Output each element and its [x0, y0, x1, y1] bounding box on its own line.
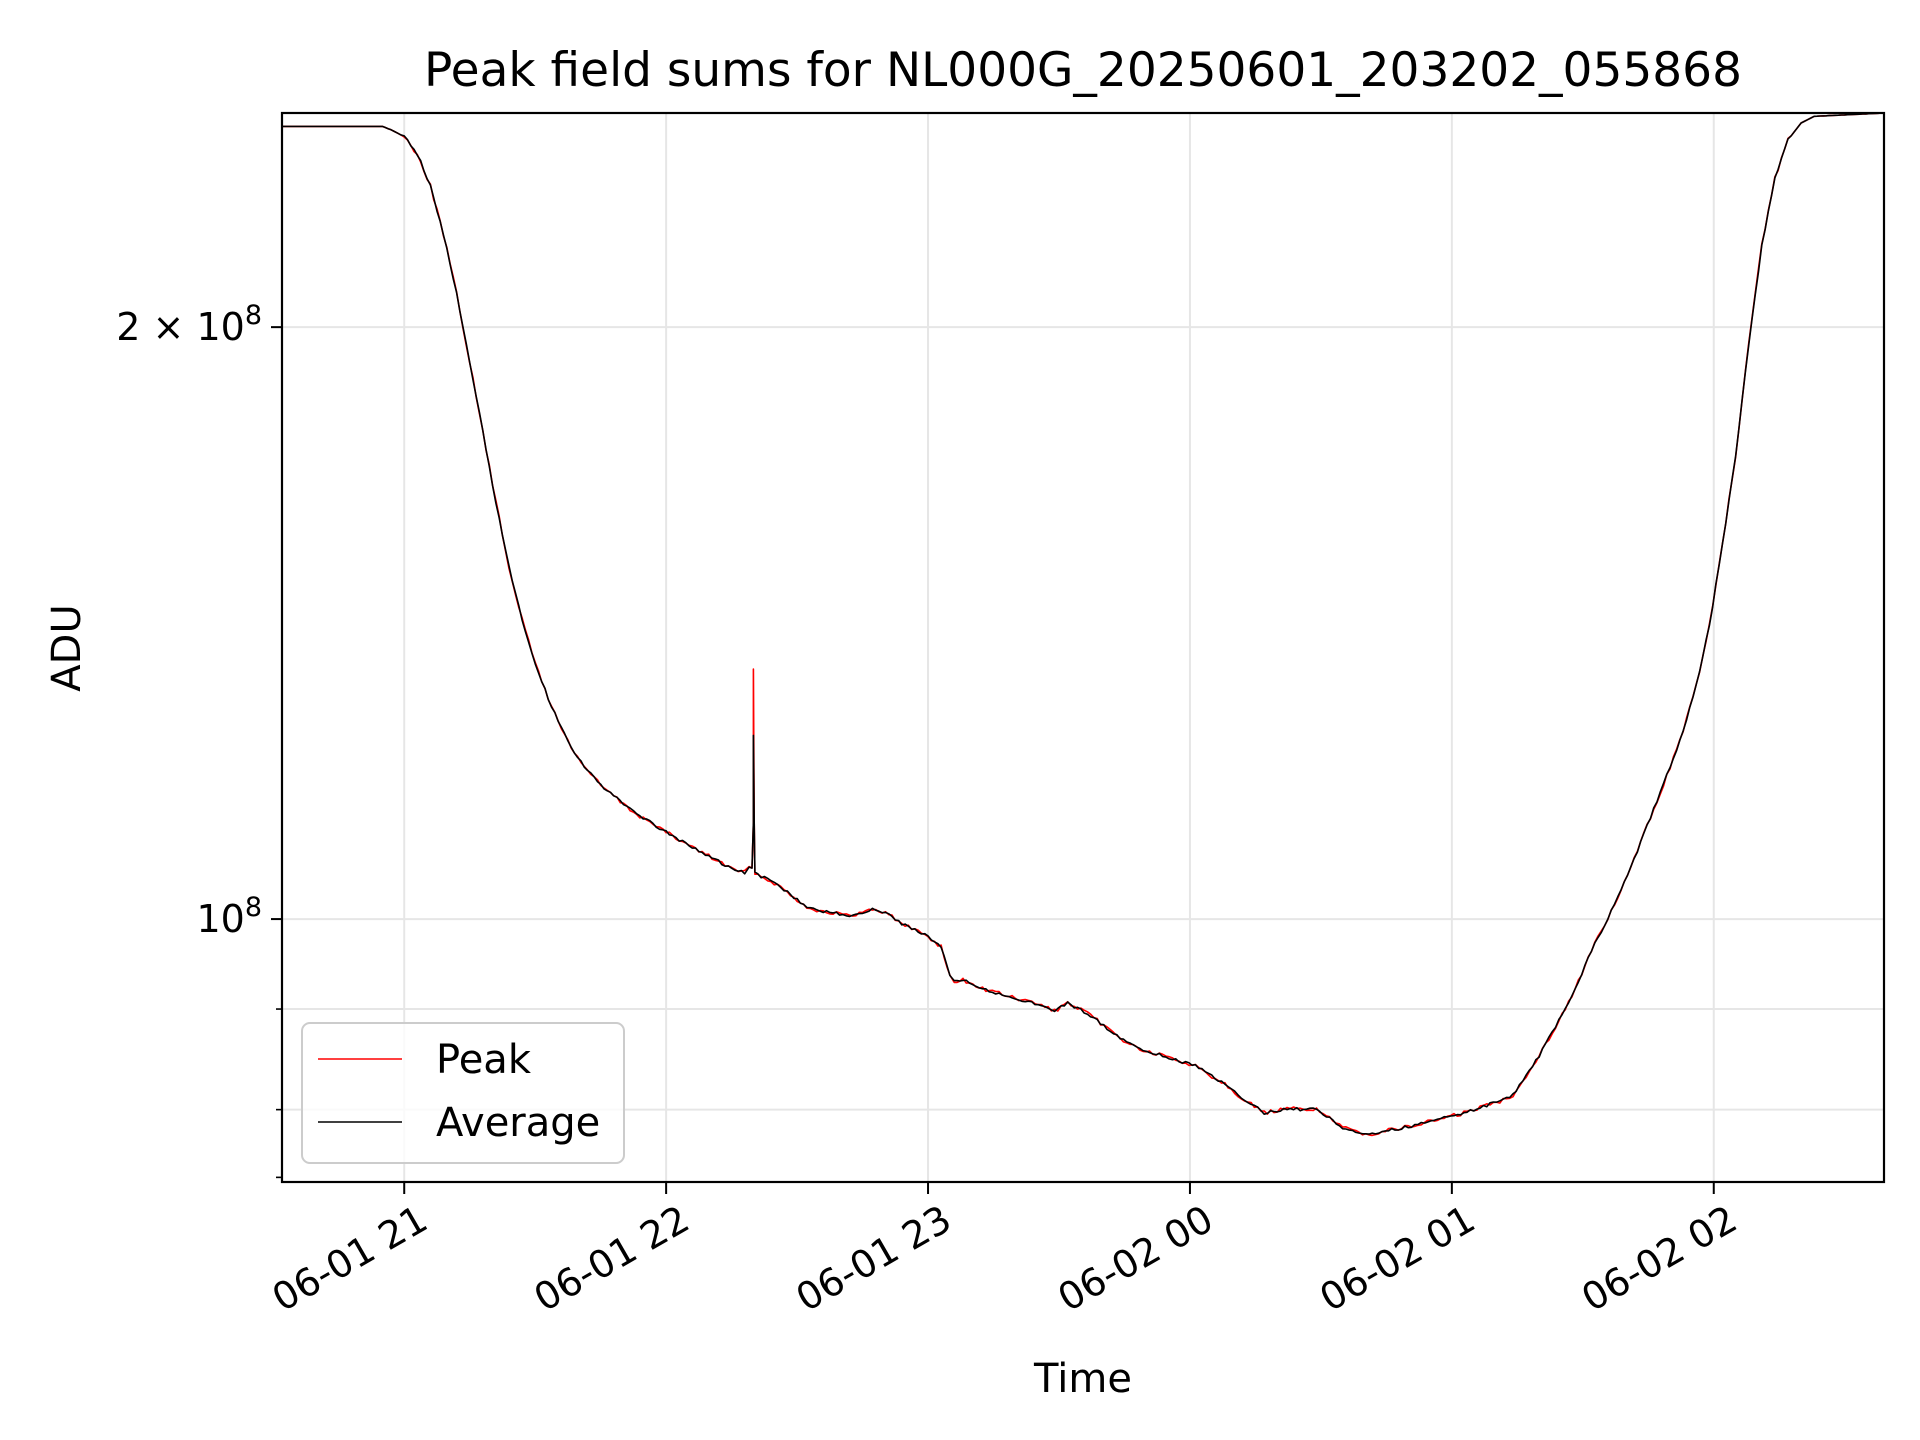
- y-tick-label: 108: [196, 892, 262, 941]
- grid: [282, 113, 1884, 1182]
- legend-label-average: Average: [436, 1100, 600, 1146]
- legend: Peak Average: [301, 1022, 625, 1164]
- y-tick-label: 2 × 108: [116, 300, 262, 349]
- chart-title: Peak field sums for NL000G_20250601_2032…: [424, 43, 1742, 98]
- x-axis-title: Time: [1033, 1356, 1132, 1402]
- legend-box: [301, 1022, 625, 1164]
- plot-area: [282, 113, 1884, 1137]
- series-line-average: [282, 113, 1884, 1135]
- y-axis: 108 2 × 108: [116, 300, 282, 1179]
- y-axis-title: ADU: [44, 604, 90, 691]
- legend-label-peak: Peak: [436, 1037, 532, 1083]
- plot-frame: [280, 111, 1886, 1184]
